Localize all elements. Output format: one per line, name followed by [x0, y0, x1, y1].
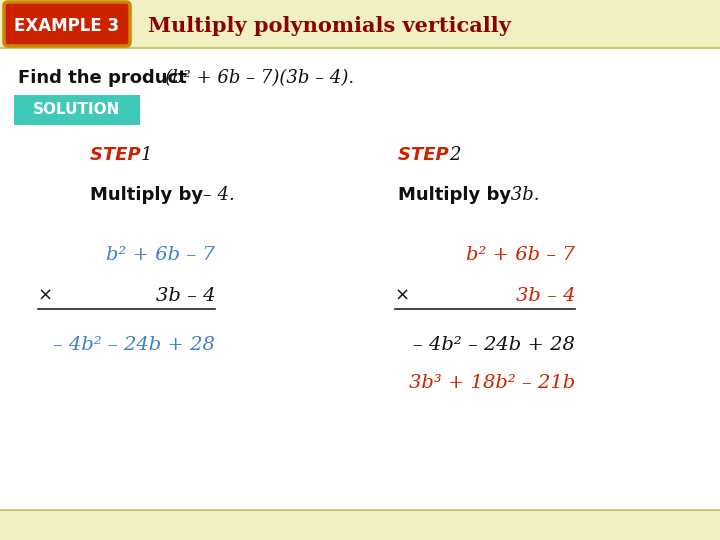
Text: SOLUTION: SOLUTION — [33, 103, 121, 118]
Text: – 4b² – 24b + 28: – 4b² – 24b + 28 — [413, 336, 575, 354]
Text: ×: × — [38, 287, 53, 305]
Text: Multiply by: Multiply by — [398, 186, 511, 204]
Text: – 4.: – 4. — [197, 186, 235, 204]
Text: – 4b² – 24b + 28: – 4b² – 24b + 28 — [53, 336, 215, 354]
Text: STEP: STEP — [398, 146, 455, 164]
Text: (b² + 6b – 7)(3b – 4).: (b² + 6b – 7)(3b – 4). — [165, 69, 354, 87]
Text: 3b.: 3b. — [505, 186, 539, 204]
Text: 2: 2 — [449, 146, 461, 164]
Text: b² + 6b – 7: b² + 6b – 7 — [467, 246, 575, 264]
Text: Multiply polynomials vertically: Multiply polynomials vertically — [148, 16, 511, 36]
FancyBboxPatch shape — [0, 48, 720, 540]
Text: 3b – 4: 3b – 4 — [156, 287, 215, 305]
Text: 3b³ + 18b² – 21b: 3b³ + 18b² – 21b — [409, 374, 575, 392]
Text: b² + 6b – 7: b² + 6b – 7 — [107, 246, 215, 264]
FancyBboxPatch shape — [4, 2, 130, 46]
Text: Find the product: Find the product — [18, 69, 193, 87]
FancyBboxPatch shape — [14, 95, 140, 125]
Text: STEP: STEP — [90, 146, 147, 164]
Text: 1: 1 — [141, 146, 153, 164]
Text: EXAMPLE 3: EXAMPLE 3 — [14, 17, 120, 35]
FancyBboxPatch shape — [0, 0, 720, 48]
FancyBboxPatch shape — [0, 510, 720, 540]
Text: 3b – 4: 3b – 4 — [516, 287, 575, 305]
Text: ×: × — [395, 287, 410, 305]
Text: Multiply by: Multiply by — [90, 186, 203, 204]
